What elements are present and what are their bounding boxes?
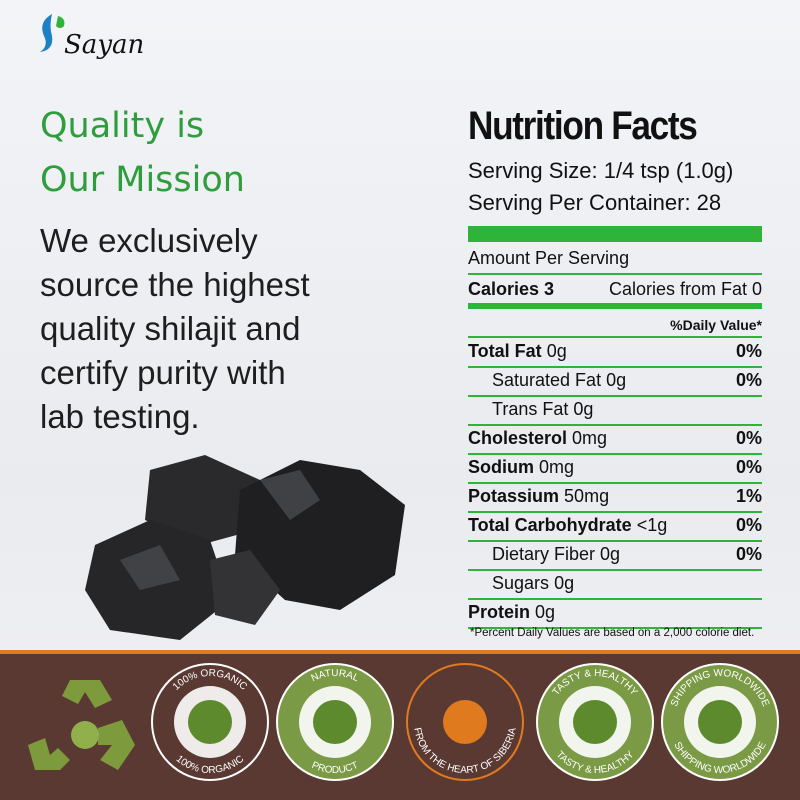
nutrient-row: Saturated Fat 0g 0% bbox=[468, 370, 762, 396]
divider bbox=[468, 453, 762, 455]
nutrient-amount: 0g bbox=[535, 602, 556, 622]
nutrient-amount: 0mg bbox=[572, 428, 608, 448]
divider bbox=[468, 366, 762, 368]
divider bbox=[468, 511, 762, 513]
nutrient-amount: 0g bbox=[554, 573, 575, 593]
divider bbox=[468, 627, 762, 629]
nutrient-amount: <1g bbox=[636, 515, 668, 535]
nutrient-row: Cholesterol 0mg 0% bbox=[468, 428, 762, 454]
nutrient-label: Total Carbohydrate <1g bbox=[468, 515, 667, 536]
nutrient-name: Protein bbox=[468, 602, 531, 622]
nutrient-name: Total Carbohydrate bbox=[468, 515, 632, 535]
divider bbox=[468, 226, 762, 242]
daily-value: 0% bbox=[735, 370, 762, 390]
nutrient-label: Total Fat 0g bbox=[468, 341, 567, 362]
headline: Quality is bbox=[40, 106, 205, 146]
divider bbox=[468, 540, 762, 542]
logo-leaf bbox=[56, 16, 65, 28]
nutrient-amount: 0g bbox=[600, 544, 621, 564]
calories-from-fat: Calories from Fat 0 bbox=[608, 279, 762, 299]
nutrient-label: Sodium 0mg bbox=[468, 457, 574, 478]
divider bbox=[468, 569, 762, 571]
serving-size: Serving Size: 1/4 tsp (1.0g) bbox=[468, 158, 734, 183]
nutrient-label: Cholesterol 0mg bbox=[468, 428, 607, 449]
body-text: We exclusively bbox=[40, 222, 258, 259]
divider bbox=[468, 303, 762, 309]
shilajit-rocks bbox=[85, 455, 405, 640]
badge-text: PRODUCT bbox=[310, 760, 360, 776]
divider bbox=[468, 598, 762, 600]
badge-text-path: PRODUCT bbox=[310, 760, 360, 776]
daily-value: 0% bbox=[735, 341, 762, 361]
daily-value: 1% bbox=[735, 486, 762, 506]
daily-value-header: %Daily Value* bbox=[670, 317, 762, 333]
daily-value: 0% bbox=[735, 515, 762, 535]
nutrient-row: Total Fat 0g 0% bbox=[468, 341, 762, 367]
band-stripe bbox=[0, 650, 800, 654]
recycle-icon bbox=[28, 680, 135, 770]
divider bbox=[468, 395, 762, 397]
nutrient-name: Potassium bbox=[468, 486, 560, 506]
badge-emblem bbox=[443, 700, 487, 744]
nutrient-name: Sodium bbox=[468, 457, 534, 477]
nutrient-amount: 50mg bbox=[564, 486, 610, 506]
divider bbox=[468, 273, 762, 275]
nutrient-row: Sugars 0g bbox=[468, 573, 762, 599]
nutrient-label: Sugars 0g bbox=[492, 573, 574, 594]
nutrient-label: Trans Fat 0g bbox=[492, 399, 593, 420]
nutrition-title: Nutrition Facts bbox=[468, 104, 698, 148]
nutrient-row: Dietary Fiber 0g 0% bbox=[468, 544, 762, 570]
nutrient-amount: 0mg bbox=[539, 457, 575, 477]
body-text: lab testing. bbox=[40, 398, 200, 435]
body-text: source the highest bbox=[40, 266, 310, 303]
nutrient-name: Dietary Fiber bbox=[492, 544, 596, 564]
nutrient-label: Protein 0g bbox=[468, 602, 555, 623]
nutrient-row: Protein 0g bbox=[468, 602, 762, 628]
badge-emblem bbox=[188, 700, 232, 744]
nutrient-label: Dietary Fiber 0g bbox=[492, 544, 620, 565]
footnote: *Percent Daily Values are based on a 2,0… bbox=[470, 627, 755, 639]
logo-drop bbox=[40, 14, 53, 52]
nutrient-row: Sodium 0mg 0% bbox=[468, 457, 762, 483]
daily-value: 0% bbox=[735, 428, 762, 448]
nutrient-row: Trans Fat 0g bbox=[468, 399, 762, 425]
nutrient-name: Saturated Fat bbox=[492, 370, 602, 390]
badge-emblem bbox=[573, 700, 617, 744]
badge-emblem bbox=[313, 700, 357, 744]
nutrient-name: Total Fat bbox=[468, 341, 542, 361]
badge-text-path: NATURAL bbox=[310, 668, 361, 684]
nutrient-row: Total Carbohydrate <1g 0% bbox=[468, 515, 762, 541]
amount-per-serving: Amount Per Serving bbox=[468, 248, 630, 268]
badge-emblem bbox=[698, 700, 742, 744]
nutrient-label: Potassium 50mg bbox=[468, 486, 609, 507]
divider bbox=[468, 482, 762, 484]
divider bbox=[468, 336, 762, 338]
nutrient-label: Saturated Fat 0g bbox=[492, 370, 626, 391]
daily-value: 0% bbox=[735, 457, 762, 477]
headline: Our Mission bbox=[40, 160, 245, 200]
calories: Calories 3 bbox=[468, 279, 555, 299]
brand-name: Sayan bbox=[64, 30, 145, 60]
servings: Serving Per Container: 28 bbox=[468, 190, 722, 215]
nutrient-name: Sugars bbox=[492, 573, 550, 593]
nutrient-name: Trans Fat bbox=[492, 399, 569, 419]
nutrient-name: Cholesterol bbox=[468, 428, 568, 448]
body-text: certify purity with bbox=[40, 354, 286, 391]
body-text: quality shilajit and bbox=[40, 310, 301, 347]
nutrient-amount: 0g bbox=[606, 370, 627, 390]
daily-value: 0% bbox=[735, 544, 762, 564]
badge-text: NATURAL bbox=[310, 668, 361, 684]
divider bbox=[468, 424, 762, 426]
nutrient-amount: 0g bbox=[546, 341, 567, 361]
nutrient-amount: 0g bbox=[573, 399, 594, 419]
nutrient-row: Potassium 50mg 1% bbox=[468, 486, 762, 512]
